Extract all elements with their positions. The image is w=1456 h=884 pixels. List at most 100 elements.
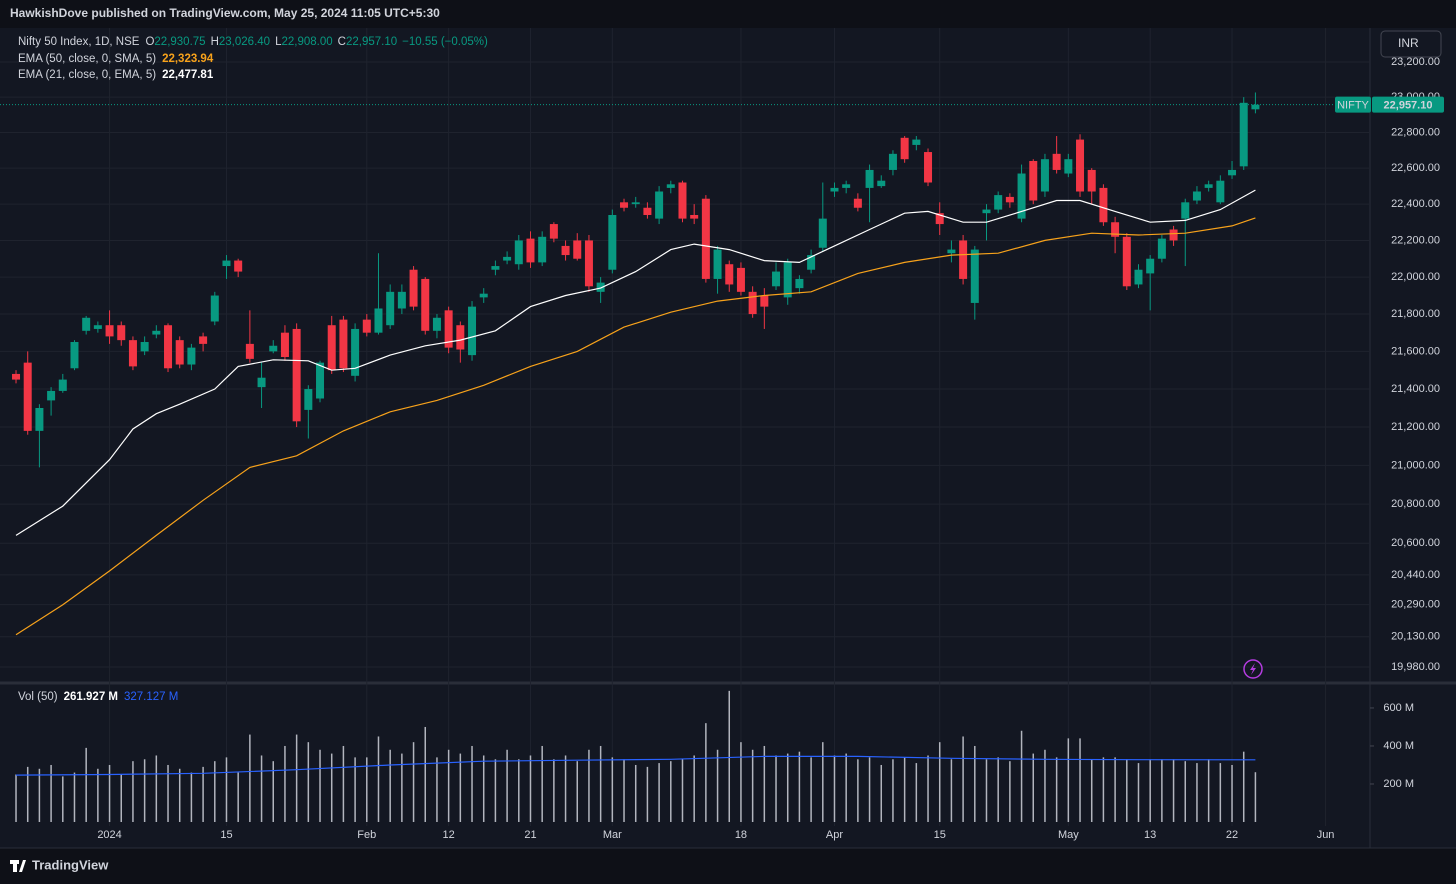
- candle-body: [82, 317, 91, 331]
- volume-bar: [938, 742, 941, 822]
- candle-body: [93, 325, 102, 329]
- ema-name: EMA (50, close, 0, SMA, 5): [18, 53, 156, 65]
- candle-body: [316, 362, 325, 399]
- y-tick-label: 22,200.00: [1391, 234, 1440, 246]
- candle-body: [549, 224, 558, 239]
- volume-bar: [880, 764, 883, 822]
- candle-body: [1169, 229, 1178, 241]
- published-by: HawkishDove published on TradingView.com…: [10, 6, 440, 20]
- ema-line: [15, 189, 1256, 536]
- ema-legend: EMA (21, close, 0, EMA, 5) 22,477.81: [18, 69, 214, 81]
- volume-bar: [728, 690, 731, 822]
- ohlc-key: O: [145, 36, 154, 48]
- candle-body: [900, 137, 909, 160]
- candle-body: [935, 213, 944, 225]
- volume-bar: [1079, 738, 1081, 822]
- volume-bar: [190, 772, 193, 822]
- volume-bar: [132, 761, 134, 822]
- candle-body: [1122, 236, 1131, 287]
- volume-bar: [903, 757, 906, 822]
- candle-body: [257, 377, 266, 388]
- volume-bar: [623, 759, 625, 822]
- volume-bar: [494, 759, 497, 822]
- y-tick-label: 21,600.00: [1391, 345, 1440, 357]
- volume-bar: [751, 749, 754, 822]
- x-tick-label: 15: [220, 829, 232, 841]
- candle-body: [35, 407, 44, 431]
- ema-value: 22,323.94: [162, 53, 214, 65]
- x-tick-label: 2024: [97, 829, 121, 841]
- volume-bar: [1137, 763, 1140, 822]
- volume-bar: [26, 766, 29, 822]
- volume-bar: [798, 751, 801, 822]
- candle-body: [187, 347, 196, 365]
- candle-body: [444, 310, 453, 348]
- candle-body: [327, 325, 336, 371]
- alert-icon[interactable]: [1243, 659, 1263, 679]
- y-tick-label: 19,980.00: [1391, 661, 1440, 673]
- ohlc-key: L: [275, 36, 282, 48]
- candle-body: [105, 325, 114, 337]
- volume-bar: [1090, 759, 1093, 822]
- ohlc-key: C: [338, 36, 346, 48]
- volume-bar: [974, 745, 976, 822]
- y-tick-label: 20,290.00: [1391, 599, 1440, 611]
- x-tick-label: 18: [735, 829, 747, 841]
- volume-bar: [272, 761, 275, 822]
- x-tick-label: May: [1058, 829, 1079, 841]
- y-tick-label: 22,400.00: [1391, 198, 1440, 210]
- candle-body: [432, 317, 441, 331]
- candle-body: [666, 184, 675, 188]
- volume-bar: [541, 745, 543, 822]
- volume-bar: [50, 764, 52, 822]
- volume-bar: [377, 736, 380, 822]
- volume-ma-line: [15, 755, 1256, 776]
- change: −10.55 (−0.05%): [402, 36, 488, 48]
- candle-body: [397, 291, 406, 309]
- volume-bar: [108, 764, 111, 822]
- candle-body: [748, 291, 757, 315]
- volume-bar: [15, 774, 17, 822]
- candle-body: [877, 180, 886, 187]
- volume-bar: [97, 768, 99, 822]
- candle-body: [865, 169, 874, 188]
- currency-label[interactable]: INR: [1398, 36, 1419, 50]
- volume-tick-label: 600 M: [1383, 702, 1414, 714]
- candle-body: [1099, 187, 1108, 223]
- y-tick-label: 22,600.00: [1391, 162, 1440, 174]
- candle-body: [1029, 160, 1038, 201]
- candle-body: [1005, 196, 1014, 203]
- volume-bar: [1102, 757, 1105, 822]
- volume-value: 261.927 M: [64, 691, 118, 703]
- volume-bar: [1055, 757, 1058, 822]
- x-tick-label: Apr: [826, 829, 843, 841]
- labels: 23,200.0023,000.0022,800.0022,600.0022,4…: [97, 56, 1444, 841]
- volume-bar: [646, 766, 649, 822]
- volume-bar: [705, 723, 707, 822]
- candle-body: [210, 295, 219, 322]
- volume-bar: [962, 736, 964, 822]
- volume-bar: [1172, 759, 1175, 822]
- candle-body: [725, 264, 734, 285]
- candle-body: [12, 373, 21, 380]
- volume-bar: [1242, 751, 1245, 822]
- candle-body: [456, 325, 465, 350]
- volume-bar: [143, 759, 146, 822]
- candle-body: [1146, 258, 1155, 274]
- footer-bar: [0, 848, 1456, 884]
- volume-bar: [693, 755, 695, 822]
- candle-body: [140, 342, 149, 352]
- volume-bar: [1126, 759, 1128, 822]
- volume-ma-value: 327.127 M: [124, 691, 178, 703]
- volume-bar: [553, 759, 555, 822]
- volume-bar: [155, 755, 158, 822]
- volume-bar: [775, 755, 777, 822]
- candle-body: [1064, 159, 1073, 174]
- ohlc-value: 22,908.00: [281, 36, 332, 48]
- candle-body: [280, 332, 289, 357]
- candle-body: [1134, 269, 1143, 285]
- volume-bar: [892, 759, 894, 822]
- volume-bar: [307, 742, 310, 822]
- currency-button[interactable]: [1380, 30, 1442, 58]
